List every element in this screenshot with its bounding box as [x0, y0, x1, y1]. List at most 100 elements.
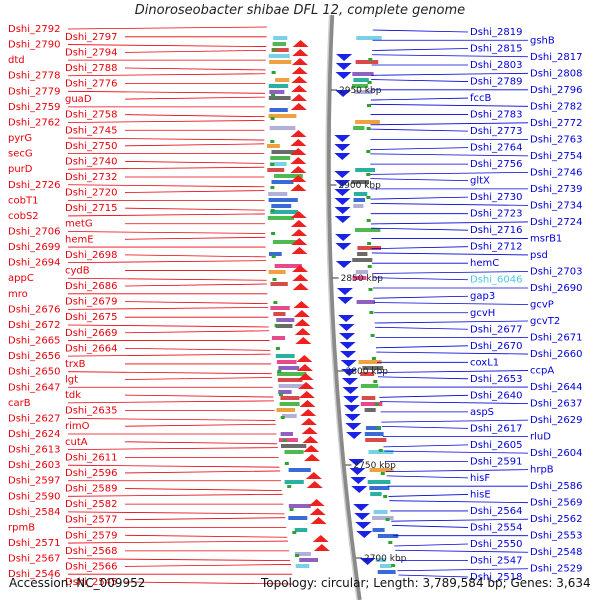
tick-mark	[270, 186, 275, 189]
feature-band	[274, 264, 302, 268]
right-leader-line	[398, 574, 469, 578]
feature-band	[352, 72, 374, 76]
reverse-gene-arrow	[296, 364, 313, 371]
feature-band	[267, 144, 280, 148]
left-leader-line	[124, 254, 266, 258]
left-gene-label: Dshi_2597	[8, 476, 60, 487]
right-leader-line	[378, 376, 469, 380]
forward-gene-arrow	[335, 261, 352, 268]
right-gene-label: Dshi_2550	[470, 539, 522, 550]
left-leader-line	[124, 441, 278, 445]
left-gene-label: Dshi_2788	[65, 63, 117, 74]
left-leader-line	[67, 306, 268, 310]
feature-band	[279, 402, 300, 406]
tick-mark	[271, 255, 276, 258]
right-leader-line	[370, 221, 529, 225]
left-gene-label: Dshi_2590	[8, 491, 60, 502]
right-gene-label: Dshi_2653	[470, 374, 522, 385]
feature-band	[365, 426, 381, 430]
right-gene-label: psd	[530, 250, 548, 261]
reverse-gene-arrow	[300, 418, 317, 425]
left-gene-label: Dshi_2669	[65, 328, 117, 339]
reverse-gene-arrow	[294, 319, 311, 326]
left-gene-label: Dshi_2571	[8, 538, 60, 549]
reverse-gene-arrow	[306, 481, 323, 488]
feature-band	[280, 396, 300, 400]
feature-band	[377, 570, 396, 574]
left-leader-line	[124, 330, 270, 334]
reverse-gene-arrow	[290, 211, 307, 218]
forward-gene-arrow	[342, 387, 359, 394]
feature-band	[268, 84, 289, 88]
forward-gene-arrow	[343, 405, 360, 412]
right-gene-label: Dshi_2730	[470, 192, 522, 203]
left-leader-line	[67, 73, 266, 77]
accession-text: Accession: NC_009952	[9, 576, 146, 590]
reverse-gene-arrow	[293, 310, 310, 317]
reverse-gene-arrow	[292, 283, 309, 290]
right-leader-line	[372, 271, 529, 274]
tick-mark	[366, 150, 371, 153]
reverse-gene-arrow	[290, 220, 307, 227]
tick-mark	[271, 94, 275, 97]
tick-mark	[366, 219, 371, 222]
left-leader-line	[67, 90, 265, 94]
feature-band	[362, 366, 384, 370]
tick-mark	[270, 163, 275, 166]
forward-gene-arrow	[345, 423, 362, 430]
reverse-gene-arrow	[295, 337, 312, 344]
tick-mark	[275, 347, 280, 350]
forward-gene-arrow	[334, 216, 351, 223]
reverse-gene-arrow	[290, 175, 307, 182]
right-gene-label: Dshi_2739	[530, 184, 582, 195]
forward-gene-arrow	[336, 54, 353, 61]
right-gene-label: Dshi_2819	[470, 27, 522, 38]
left-gene-label: Dshi_2635	[65, 406, 117, 417]
left-leader-line	[124, 470, 281, 474]
forward-gene-arrow	[339, 342, 356, 349]
right-gene-label: hisE	[470, 489, 491, 500]
feature-band	[357, 246, 381, 250]
tick-mark	[289, 508, 294, 511]
feature-band	[360, 402, 383, 406]
tick-mark	[370, 334, 375, 337]
feature-band	[276, 408, 296, 412]
right-gene-label: aspS	[470, 407, 494, 418]
feature-band	[270, 282, 288, 286]
left-gene-label: Dshi_2647	[8, 382, 60, 393]
reverse-gene-arrow	[309, 508, 326, 515]
left-leader-line	[124, 488, 282, 491]
reverse-gene-arrow	[291, 85, 308, 92]
tick-mark	[270, 209, 275, 212]
reverse-gene-arrow	[291, 58, 308, 65]
right-gene-label: Dshi_2677	[470, 324, 522, 335]
tick-mark	[277, 370, 282, 373]
tick-mark	[371, 357, 376, 360]
right-leader-line	[376, 351, 529, 355]
reverse-gene-arrow	[296, 355, 313, 362]
right-leader-line	[374, 320, 529, 324]
right-gene-label: Dshi_2716	[470, 225, 522, 236]
left-leader-line	[124, 564, 292, 567]
forward-gene-arrow	[334, 207, 351, 214]
left-leader-line	[124, 283, 267, 287]
right-gene-label: Dshi_2772	[530, 118, 582, 129]
feature-band	[352, 84, 369, 88]
right-gene-label: Dshi_2817	[530, 52, 582, 63]
right-gene-label: Dshi_2554	[470, 522, 522, 533]
feature-band	[268, 114, 297, 118]
right-gene-label: gcvP	[530, 300, 554, 311]
left-gene-label: Dshi_2584	[8, 507, 60, 518]
tick-mark	[366, 127, 371, 130]
left-leader-line	[67, 120, 265, 123]
feature-band	[353, 204, 364, 208]
right-gene-label: gcvH	[470, 308, 495, 319]
left-gene-label: Dshi_2627	[8, 413, 60, 424]
left-leader-line	[67, 277, 267, 281]
right-gene-label: gshB	[530, 35, 555, 46]
right-gene-label: Dshi_2562	[530, 514, 582, 525]
genome-backbone-highlight	[325, 14, 358, 600]
kbp-scale-label: 2900 kbp	[338, 181, 381, 191]
feature-band	[272, 42, 286, 46]
